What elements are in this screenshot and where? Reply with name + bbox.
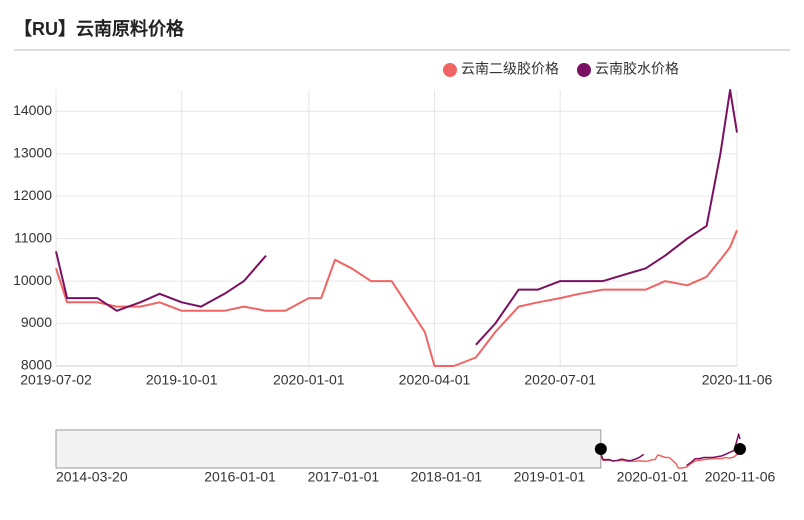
y-tick-label: 12000 xyxy=(13,187,52,203)
legend-marker xyxy=(443,63,457,77)
y-tick-label: 11000 xyxy=(14,229,52,245)
x-tick-label: 2020-07-01 xyxy=(524,372,596,388)
series-line xyxy=(600,433,741,467)
navigator-handle xyxy=(594,443,607,455)
y-tick-label: 8000 xyxy=(21,357,52,373)
x-tick-label: 2019-10-01 xyxy=(146,372,218,388)
y-tick-label: 14000 xyxy=(13,102,52,118)
navigator-tick-label: 2018-01-01 xyxy=(411,469,483,485)
chart-title: 【RU】云南原料价格 xyxy=(14,18,185,39)
series-line xyxy=(55,89,738,346)
navigator-tick-label: 2017-01-01 xyxy=(308,469,380,485)
x-tick-label: 2020-04-01 xyxy=(399,372,471,388)
legend-label: 云南胶水价格 xyxy=(595,61,679,77)
series-line xyxy=(600,450,741,469)
y-tick-label: 10000 xyxy=(13,272,52,288)
legend-marker xyxy=(577,63,591,77)
navigator-tick-label: 2019-01-01 xyxy=(514,469,586,485)
navigator-tick-label: 2020-01-01 xyxy=(617,469,689,485)
navigator-tick-label: 2014-03-20 xyxy=(56,469,128,485)
y-tick-label: 13000 xyxy=(13,144,52,160)
y-tick-label: 9000 xyxy=(21,314,52,330)
navigator-handle xyxy=(734,443,746,455)
navigator-tick-label: 2016-01-01 xyxy=(204,469,276,485)
x-tick-label: 2020-01-01 xyxy=(273,372,345,388)
legend-label: 云南二级胶价格 xyxy=(461,61,559,77)
navigator-tick-label: 2020-11-06 xyxy=(705,469,776,485)
x-tick-label: 2020-11-06 xyxy=(702,372,773,388)
navigator-mask xyxy=(55,429,602,469)
x-tick-label: 2019-07-02 xyxy=(20,372,92,388)
series-line xyxy=(55,229,738,367)
